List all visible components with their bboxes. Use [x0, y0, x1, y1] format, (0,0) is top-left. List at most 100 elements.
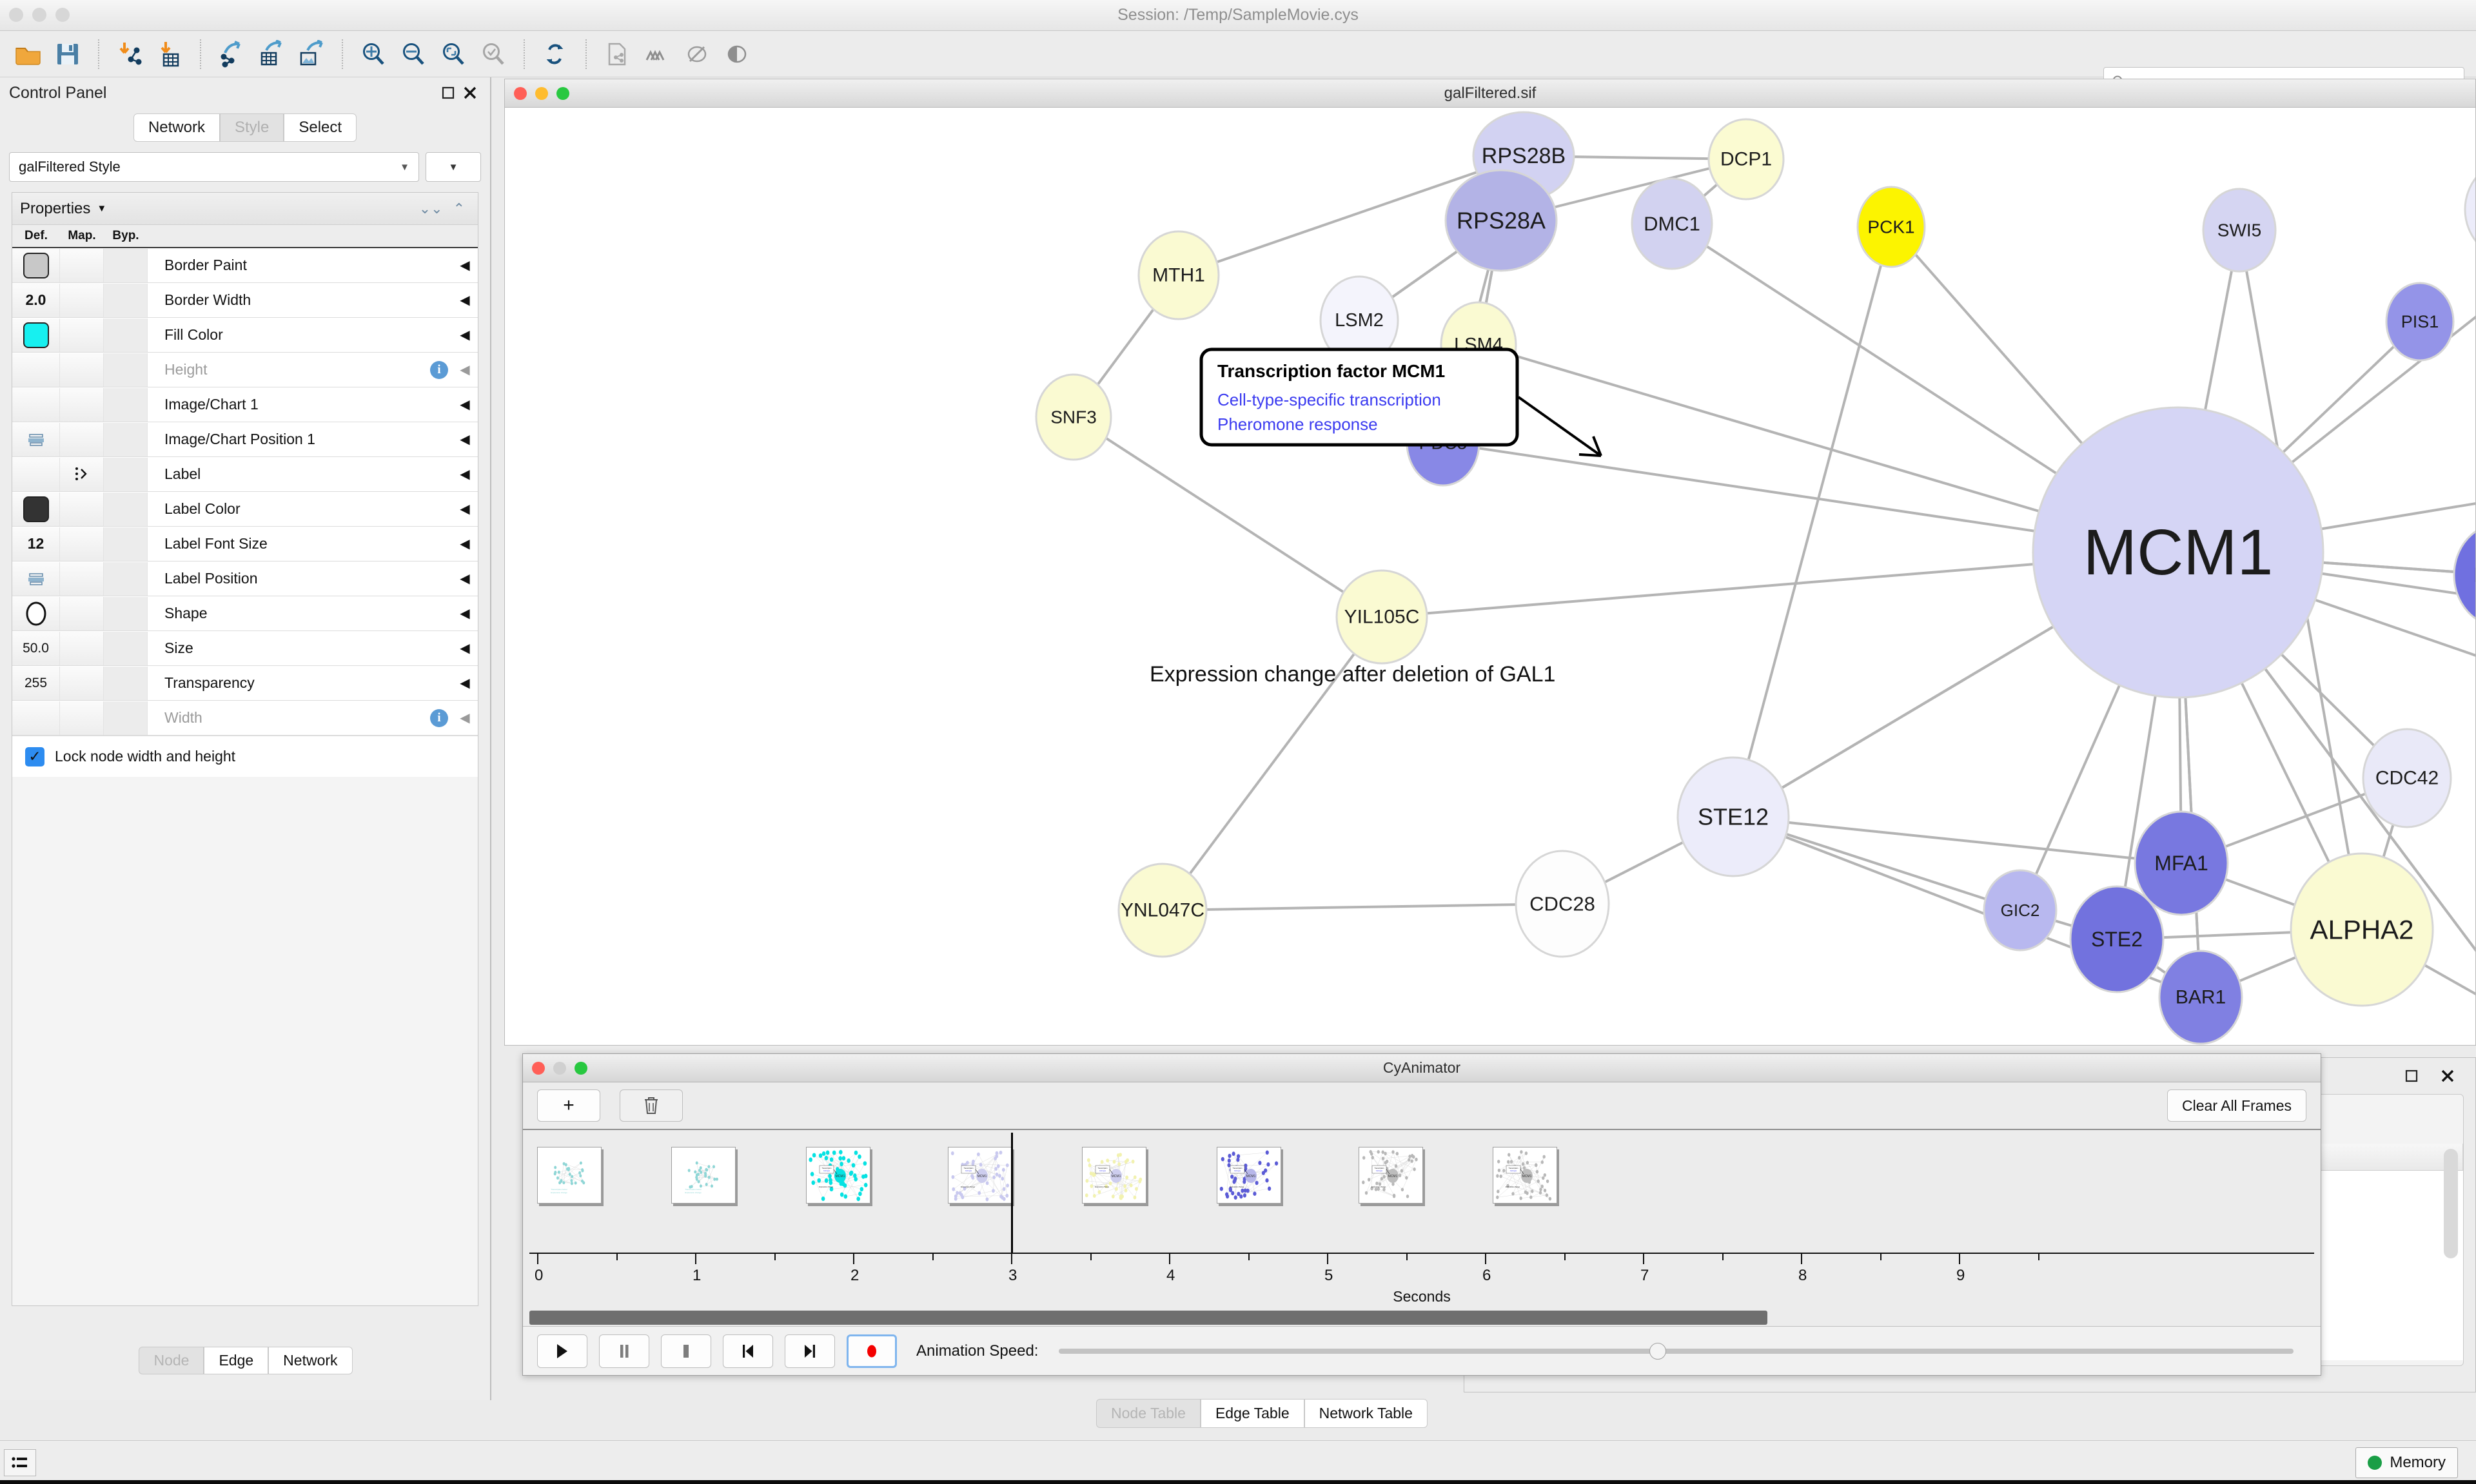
property-mapping-cell[interactable] — [60, 318, 104, 352]
tab-style[interactable]: Style — [219, 113, 284, 142]
property-row[interactable]: Label Color ◀ — [12, 492, 478, 527]
bottom-tab-network[interactable]: Network — [268, 1347, 353, 1374]
property-bypass-cell[interactable] — [104, 666, 148, 700]
network-node[interactable]: PCK1 — [1856, 186, 1926, 268]
tab-network-table[interactable]: Network Table — [1304, 1399, 1428, 1428]
network-node[interactable]: STE2 — [2069, 885, 2165, 993]
export-image-icon[interactable] — [291, 35, 331, 73]
timeline-frame[interactable]: MCM1 Transcription Cell-type Expression cha… — [948, 1147, 1012, 1204]
open-folder-icon[interactable] — [8, 35, 48, 73]
property-mapping-cell[interactable] — [60, 527, 104, 561]
clear-all-frames-button[interactable]: Clear All Frames — [2167, 1089, 2306, 1122]
timeline-frame[interactable]: Transcription factor Expression change — [671, 1147, 736, 1204]
record-button[interactable] — [847, 1334, 897, 1368]
float-icon[interactable] — [437, 82, 459, 104]
stop-button[interactable] — [661, 1334, 711, 1368]
list-icon[interactable] — [4, 1449, 36, 1476]
slider-knob[interactable] — [1649, 1342, 1667, 1360]
property-bypass-cell[interactable] — [104, 596, 148, 630]
network-node[interactable]: MTH1 — [1137, 230, 1220, 320]
zoom-out-icon[interactable] — [393, 35, 433, 73]
table-scrollbar[interactable] — [2444, 1149, 2458, 1258]
expand-arrow-icon[interactable]: ◀ — [460, 433, 470, 447]
property-row[interactable]: Height i ◀ — [12, 353, 478, 387]
zoom-fit-icon[interactable] — [433, 35, 473, 73]
bottom-tab-node[interactable]: Node — [139, 1347, 204, 1374]
property-row[interactable]: Label Position ◀ — [12, 561, 478, 596]
property-row[interactable]: Fill Color ◀ — [12, 318, 478, 353]
property-default-cell[interactable] — [12, 422, 60, 456]
timeline-frame[interactable]: MCM1 Transcription Cell-type Expression cha… — [1493, 1147, 1558, 1204]
expand-arrow-icon[interactable]: ◀ — [460, 676, 470, 690]
expand-all-icon[interactable]: ⌃ — [453, 200, 465, 217]
network-node[interactable]: MCM1 — [2032, 406, 2324, 699]
network-node[interactable]: GIC2 — [1983, 869, 2058, 952]
network-minimize-button[interactable] — [535, 86, 548, 100]
timeline-frame[interactable]: MCM1 Transcription Cell-type Expression cha… — [805, 1147, 870, 1204]
frame-strip[interactable]: Transcription factor Expression change Tra… — [529, 1147, 2314, 1231]
network-node[interactable]: STE12 — [1676, 756, 1790, 877]
property-mapping-cell[interactable] — [60, 422, 104, 456]
skip-end-button[interactable] — [785, 1334, 835, 1368]
property-default-cell[interactable] — [12, 457, 60, 491]
property-mapping-cell[interactable] — [60, 248, 104, 282]
expand-arrow-icon[interactable]: ◀ — [460, 607, 470, 621]
expand-arrow-icon[interactable]: ◀ — [460, 711, 470, 725]
import-table-icon[interactable] — [150, 35, 190, 73]
refresh-icon[interactable] — [535, 35, 575, 73]
window-controls[interactable] — [9, 8, 70, 22]
expand-arrow-icon[interactable]: ◀ — [460, 293, 470, 308]
property-mapping-cell[interactable] — [60, 353, 104, 387]
delete-frame-button[interactable] — [620, 1089, 683, 1122]
property-row[interactable]: Label ◀ — [12, 457, 478, 492]
play-button[interactable] — [537, 1334, 587, 1368]
property-mapping-cell[interactable] — [60, 283, 104, 317]
property-bypass-cell[interactable] — [104, 422, 148, 456]
network-edge[interactable] — [1072, 416, 1383, 618]
tab-edge-table[interactable]: Edge Table — [1200, 1399, 1304, 1428]
property-bypass-cell[interactable] — [104, 283, 148, 317]
property-row[interactable]: 255 Transparency ◀ — [12, 666, 478, 701]
bottom-tab-edge[interactable]: Edge — [204, 1347, 269, 1374]
cyanimator-minimize-button[interactable] — [553, 1061, 566, 1075]
property-default-cell[interactable] — [12, 701, 60, 735]
property-default-cell[interactable] — [12, 561, 60, 596]
add-frame-button[interactable]: + — [537, 1089, 600, 1122]
expand-arrow-icon[interactable]: ◀ — [460, 328, 470, 342]
zoom-in-icon[interactable] — [353, 35, 393, 73]
network-edge[interactable] — [1732, 226, 1892, 817]
property-mapping-cell[interactable] — [60, 666, 104, 700]
expand-arrow-icon[interactable]: ◀ — [460, 398, 470, 412]
network-node[interactable]: SNF3 — [1035, 373, 1112, 461]
property-row[interactable]: Shape ◀ — [12, 596, 478, 631]
zoom-selected-icon[interactable] — [473, 35, 513, 73]
property-bypass-cell[interactable] — [104, 353, 148, 387]
network-window-controls[interactable] — [514, 86, 569, 100]
save-icon[interactable] — [48, 35, 88, 73]
collapse-all-icon[interactable]: ⌄⌄ — [418, 200, 443, 217]
property-default-cell[interactable] — [12, 492, 60, 526]
cyanimator-close-button[interactable] — [532, 1061, 545, 1075]
layout-icon[interactable] — [637, 35, 677, 73]
property-default-cell[interactable]: 50.0 — [12, 631, 60, 665]
property-row[interactable]: Image/Chart 1 ◀ — [12, 387, 478, 422]
timeline-frame[interactable]: MCM1 Transcription Cell-type Expression cha… — [1216, 1147, 1281, 1204]
network-node[interactable]: DMC1 — [1631, 177, 1713, 270]
color-swatch[interactable] — [23, 252, 49, 278]
lock-node-size-row[interactable]: ✓ Lock node width and height — [12, 736, 478, 777]
expand-arrow-icon[interactable]: ◀ — [460, 363, 470, 377]
expand-arrow-icon[interactable]: ◀ — [460, 259, 470, 273]
export-network-icon[interactable] — [211, 35, 251, 73]
property-mapping-cell[interactable] — [60, 631, 104, 665]
property-mapping-cell[interactable] — [60, 561, 104, 596]
network-node[interactable]: BAR1 — [2158, 950, 2243, 1045]
property-bypass-cell[interactable] — [104, 248, 148, 282]
cyanimator-timeline[interactable]: Transcription factor Expression change Tra… — [529, 1133, 2314, 1305]
property-mapping-cell[interactable] — [60, 457, 104, 491]
property-row[interactable]: Image/Chart Position 1 ◀ — [12, 422, 478, 457]
network-node[interactable]: CDC42 — [2362, 728, 2452, 828]
expand-arrow-icon[interactable]: ◀ — [460, 641, 470, 656]
network-node[interactable]: PIS1 — [2385, 282, 2455, 362]
property-row[interactable]: 50.0 Size ◀ — [12, 631, 478, 666]
expand-arrow-icon[interactable]: ◀ — [460, 502, 470, 516]
